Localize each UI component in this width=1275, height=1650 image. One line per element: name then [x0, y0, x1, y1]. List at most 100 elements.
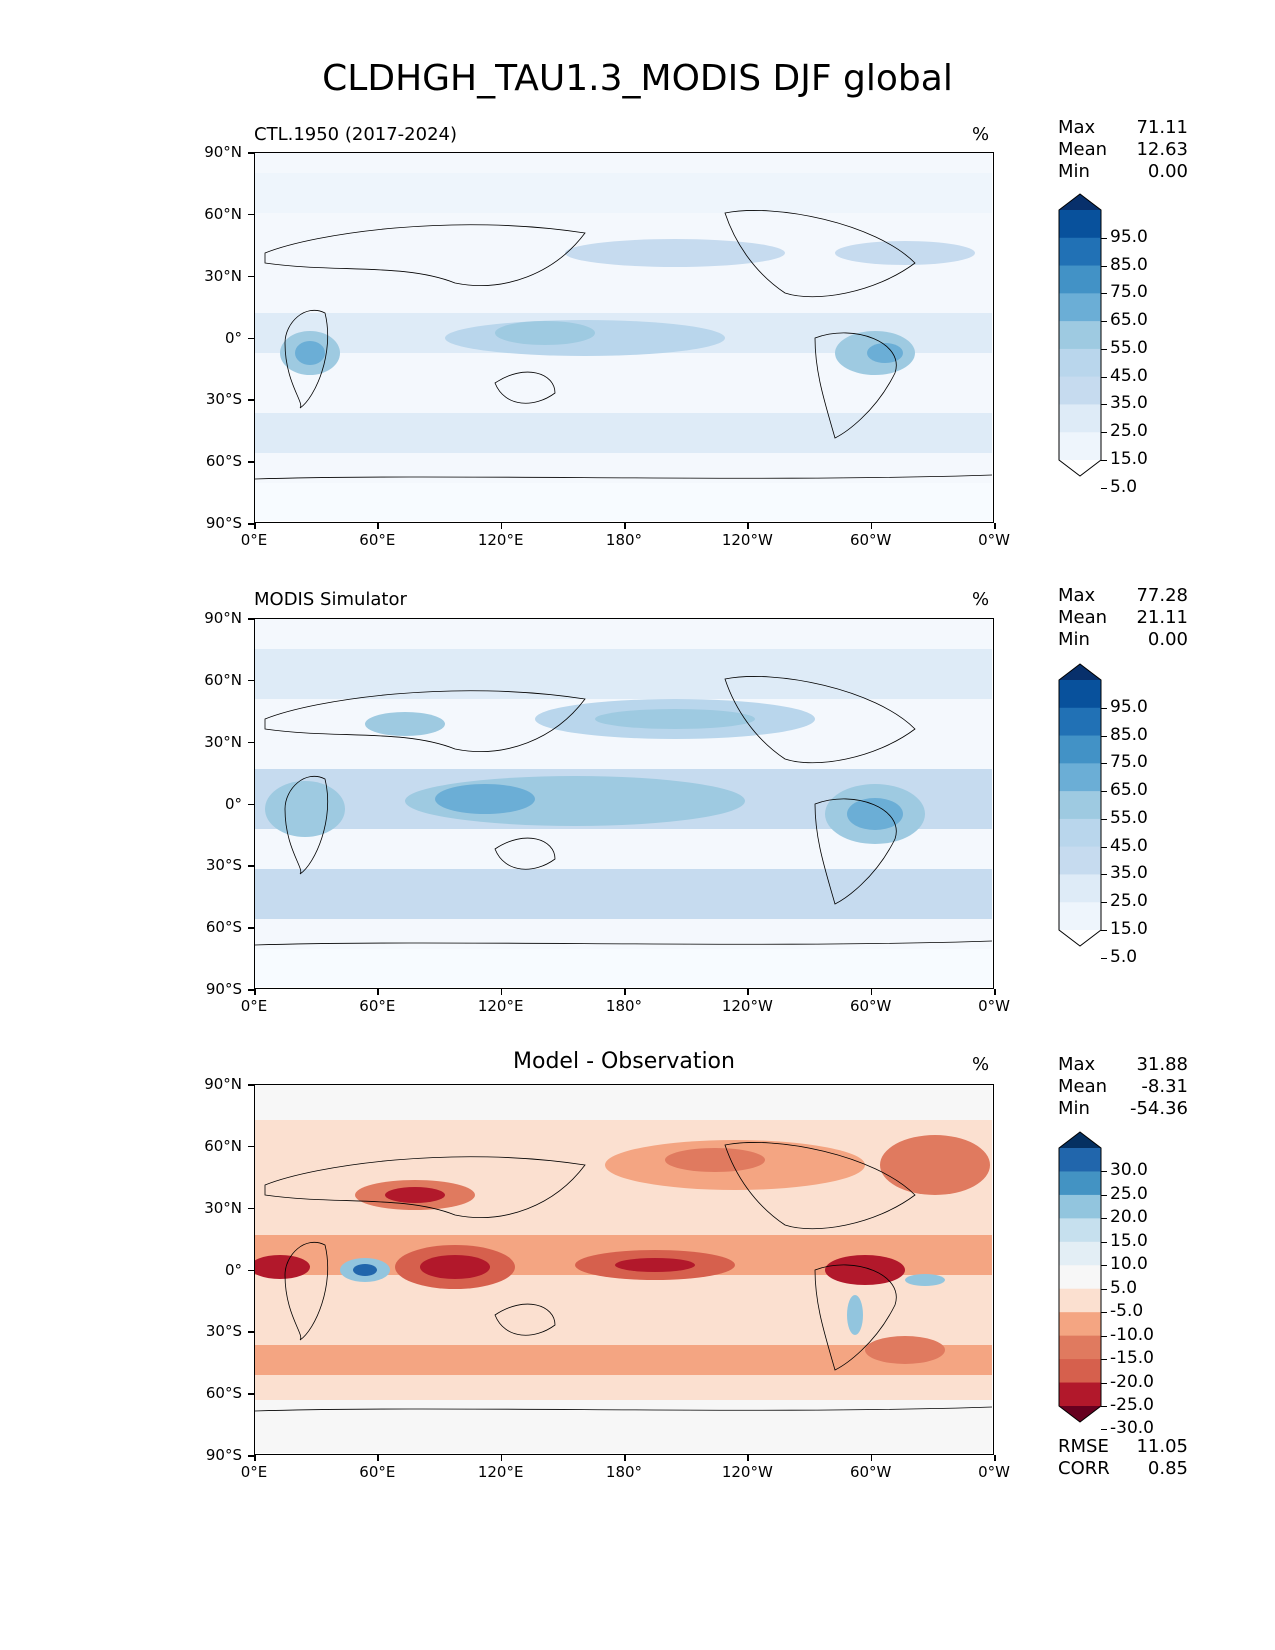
colorbar-tick	[1101, 707, 1107, 709]
colorbar-extend-min	[1059, 1406, 1101, 1422]
colorbar-segment	[1059, 1335, 1101, 1360]
lon-tick	[500, 1455, 503, 1461]
colorbar-tick	[1101, 1382, 1107, 1384]
colorbar-tick-label: 35.0	[1110, 393, 1148, 414]
lon-tick-label: 180°	[605, 997, 643, 1015]
colorbar-extend-min	[1059, 460, 1101, 476]
lat-tick-label: 30°S	[205, 390, 242, 409]
contour-map	[255, 619, 992, 987]
colorbar-tick	[1101, 432, 1107, 434]
lat-tick	[248, 865, 254, 867]
colorbar-segment	[1059, 818, 1101, 848]
metrics-label: CORR	[1058, 1458, 1110, 1479]
colorbar-segment	[1059, 846, 1101, 875]
colorbar-tick-label: 25.0	[1110, 891, 1148, 912]
lat-tick-label: 30°S	[205, 856, 242, 875]
lon-tick	[870, 989, 873, 995]
colorbar-tick-label: 45.0	[1110, 835, 1148, 856]
colorbar-tick	[1101, 1288, 1107, 1290]
stats-block: Max 77.28 Mean 21.11 Min 0.00	[1058, 585, 1188, 651]
lat-tick-label: 30°N	[204, 266, 242, 285]
colorbar-segment	[1059, 432, 1101, 461]
colorbar-segment	[1059, 265, 1101, 294]
stats-value: 0.00	[1147, 161, 1188, 182]
lat-tick	[248, 399, 254, 401]
lat-tick-label: 60°N	[204, 670, 242, 689]
panel-subtitle: MODIS Simulator	[254, 589, 407, 610]
colorbar-tick-label: 35.0	[1110, 863, 1148, 884]
stats-value: 77.28	[1136, 585, 1188, 606]
lon-tick-label: 60°W	[849, 997, 892, 1015]
stats-label: Max	[1058, 585, 1096, 606]
colorbar-tick	[1101, 1241, 1107, 1243]
colorbar-segment	[1059, 404, 1101, 433]
colorbar-tick-label: 15.0	[1110, 919, 1148, 939]
lat-tick	[248, 152, 254, 154]
lat-tick-label: 90°S	[205, 980, 242, 998]
lat-tick-label: 60°S	[205, 918, 242, 937]
colorbar-tick-label: -10.0	[1110, 1324, 1154, 1345]
lon-tick	[747, 989, 749, 995]
colorbar-extend-min	[1059, 930, 1101, 946]
lon-tick	[624, 523, 626, 529]
colorbar-segment	[1059, 707, 1101, 737]
colorbar-segment	[1059, 1288, 1101, 1313]
colorbar-tick-label: 5.0	[1110, 946, 1138, 967]
colorbar-extend-max	[1059, 1132, 1101, 1148]
colorbar-segment	[1059, 1382, 1101, 1407]
colorbar-tick-label: 15.0	[1110, 449, 1148, 469]
colorbar-segment	[1059, 735, 1101, 764]
lat-tick	[248, 275, 254, 278]
colorbar-tick	[1101, 957, 1107, 959]
colorbar-segment	[1059, 1171, 1101, 1196]
lat-tick-label: 30°N	[204, 1198, 242, 1217]
colorbar-segment	[1059, 1359, 1101, 1384]
colorbar-tick	[1101, 293, 1107, 295]
lon-tick	[624, 989, 626, 995]
colorbar-segment	[1059, 791, 1101, 820]
lon-tick-label: 0°W	[978, 997, 1010, 1015]
lat-tick-label: 60°S	[205, 452, 242, 471]
colorbar-tick-label: -25.0	[1110, 1395, 1154, 1415]
lon-tick	[254, 523, 256, 529]
lon-tick	[994, 989, 996, 995]
stats-row: Mean -8.31	[1058, 1076, 1188, 1098]
colorbar-tick-label: 55.0	[1110, 337, 1148, 358]
figure-title: CLDHGH_TAU1.3_MODIS DJF global	[322, 58, 953, 99]
lon-tick	[377, 989, 379, 995]
map-observation	[254, 618, 994, 989]
colorbar	[1058, 193, 1102, 477]
colorbar-tick-label: 75.0	[1110, 752, 1148, 773]
lat-tick	[248, 1269, 254, 1271]
lon-tick-label: 0°E	[240, 531, 268, 549]
lon-tick-label: 180°	[605, 1463, 643, 1481]
colorbar-segment	[1059, 348, 1101, 378]
colorbar-tick-label: 75.0	[1110, 282, 1148, 303]
lon-tick	[870, 523, 873, 529]
colorbar-tick-label: 55.0	[1110, 807, 1148, 828]
stats-row: Min 0.00	[1058, 161, 1188, 183]
colorbar-tick-label: 95.0	[1110, 696, 1148, 717]
lon-tick	[747, 523, 749, 529]
lat-tick	[248, 741, 254, 744]
lon-tick	[254, 1455, 256, 1461]
panel-center-title: Model - Observation	[513, 1049, 735, 1074]
colorbar-tick-label: -5.0	[1110, 1301, 1144, 1322]
lat-tick	[248, 679, 254, 682]
colorbar-tick	[1101, 1406, 1107, 1407]
colorbar	[1058, 1131, 1102, 1423]
colorbar-segment	[1059, 902, 1101, 931]
colorbar-tick-label: 85.0	[1110, 724, 1148, 745]
colorbar-segment	[1059, 1148, 1101, 1172]
lat-tick	[248, 989, 254, 991]
metrics-row: CORR 0.85	[1058, 1458, 1188, 1480]
stats-block: Max 71.11 Mean 12.63 Min 0.00	[1058, 117, 1188, 183]
lon-tick	[377, 523, 379, 529]
stats-row: Min 0.00	[1058, 629, 1188, 651]
colorbar-tick	[1101, 1171, 1107, 1173]
stats-value: -8.31	[1141, 1076, 1188, 1097]
stats-row: Mean 12.63	[1058, 139, 1188, 161]
colorbar-segment	[1059, 680, 1101, 709]
panel-unit: %	[972, 124, 990, 145]
colorbar-segment	[1059, 210, 1101, 239]
